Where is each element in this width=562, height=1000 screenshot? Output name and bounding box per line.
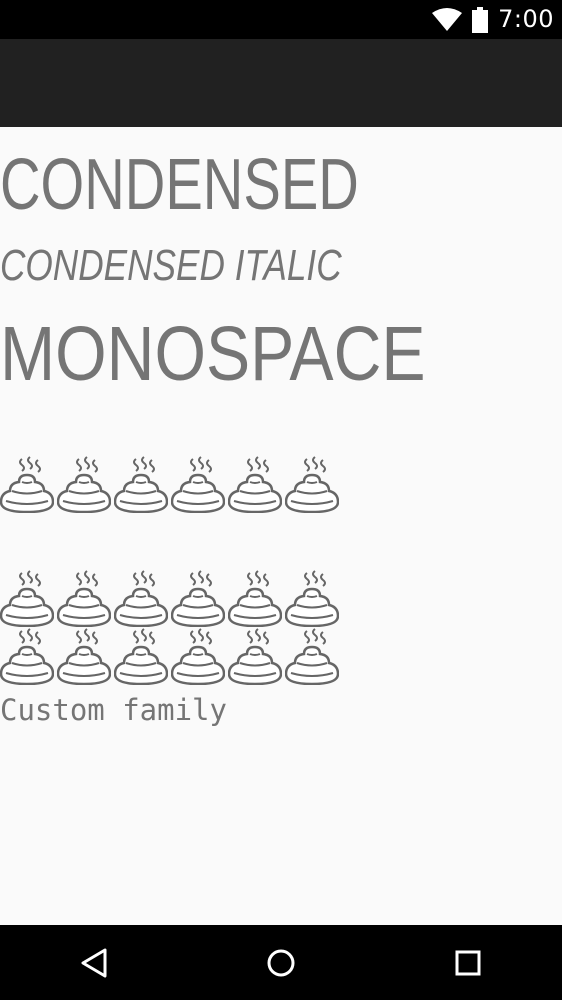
home-icon [267,949,295,976]
emoji-row [0,627,339,685]
pile-of-poo-icon [228,627,282,685]
emoji-row [0,569,339,627]
navigation-bar [0,925,562,1000]
monospace-text: MONOSPACE [0,311,426,397]
pile-of-poo-icon [57,569,111,627]
pile-of-poo-icon [285,569,339,627]
back-icon [81,948,107,977]
pile-of-poo-icon [57,627,111,685]
emoji-row [0,455,339,513]
pile-of-poo-icon [0,569,54,627]
back-button[interactable] [54,925,134,1000]
pile-of-poo-icon [171,627,225,685]
custom-family-text: Custom family [0,693,227,727]
pile-of-poo-icon [285,627,339,685]
condensed-text: CONDENSED [0,145,359,225]
recents-button[interactable] [428,925,508,1000]
content-area: CONDENSED CONDENSED ITALIC MONOSPACE Cus… [0,127,562,925]
app-bar [0,39,562,127]
pile-of-poo-icon [114,627,168,685]
battery-icon [472,6,489,33]
pile-of-poo-icon [228,455,282,513]
status-icons: 7:00 [432,0,554,39]
pile-of-poo-icon [171,455,225,513]
pile-of-poo-icon [285,455,339,513]
status-time: 7:00 [498,5,554,33]
pile-of-poo-icon [0,455,54,513]
pile-of-poo-icon [114,455,168,513]
condensed-italic-text: CONDENSED ITALIC [0,241,342,290]
pile-of-poo-icon [114,569,168,627]
home-button[interactable] [241,925,321,1000]
pile-of-poo-icon [57,455,111,513]
pile-of-poo-icon [0,627,54,685]
wifi-icon [432,7,463,32]
recents-icon [455,950,481,975]
pile-of-poo-icon [171,569,225,627]
pile-of-poo-icon [228,569,282,627]
status-bar: 7:00 [0,0,562,39]
